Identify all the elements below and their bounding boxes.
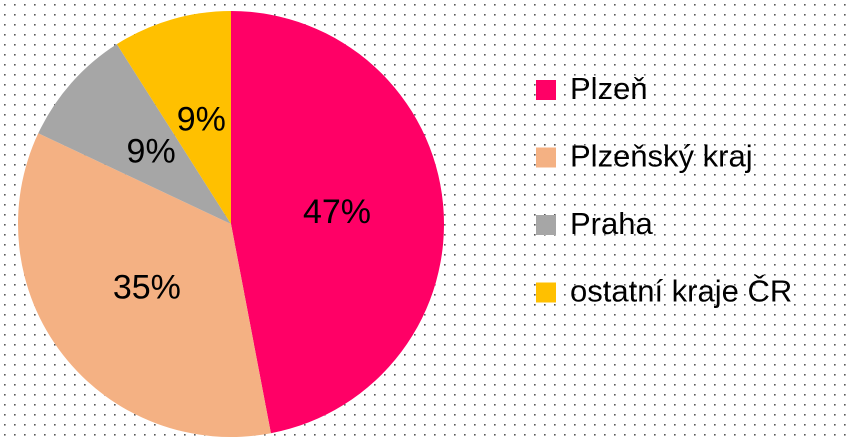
legend-label: Plzeň — [570, 71, 648, 106]
slice-label: 9% — [127, 133, 176, 171]
legend-label: Plzeňský kraj — [570, 139, 753, 174]
legend-label: Praha — [570, 206, 653, 241]
legend-swatch — [536, 80, 556, 100]
pie-slice — [18, 133, 271, 437]
slice-label: 9% — [177, 101, 226, 139]
legend-swatch — [536, 147, 556, 168]
legend-swatch — [536, 215, 556, 235]
legend-swatch — [536, 282, 556, 303]
pie-slice — [116, 11, 231, 224]
slice-label: 47% — [303, 193, 371, 231]
legend-label: ostatní kraje ČR — [570, 274, 792, 309]
slice-label: 35% — [113, 268, 181, 306]
pie-slice — [38, 44, 232, 224]
pie-slice — [231, 11, 444, 434]
